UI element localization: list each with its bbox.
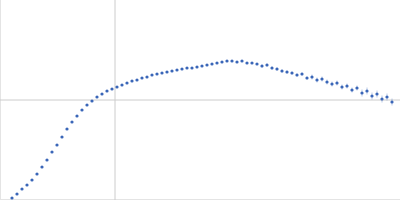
data-point	[225, 59, 228, 62]
data-point	[160, 71, 163, 74]
data-point	[75, 114, 78, 117]
data-point	[35, 172, 38, 175]
data-point	[260, 64, 263, 67]
data-point	[265, 63, 268, 66]
data-point	[300, 72, 303, 75]
data-point	[135, 78, 138, 81]
data-point	[165, 70, 168, 73]
data-point	[105, 89, 108, 92]
data-point	[25, 183, 28, 186]
data-point	[230, 59, 233, 62]
data-point	[100, 92, 103, 95]
data-point	[175, 68, 178, 71]
data-point	[330, 82, 333, 85]
data-point	[10, 196, 13, 199]
data-point	[65, 127, 68, 130]
data-point	[250, 61, 253, 64]
data-point	[235, 60, 238, 63]
data-point	[290, 71, 293, 74]
data-point	[335, 81, 338, 84]
data-point	[370, 94, 373, 97]
data-point	[170, 69, 173, 72]
data-point	[185, 66, 188, 69]
data-point	[95, 95, 98, 98]
data-point	[125, 81, 128, 84]
data-point	[390, 100, 393, 103]
data-point	[20, 187, 23, 190]
data-point	[350, 88, 353, 91]
chart	[0, 0, 400, 200]
data-point	[190, 66, 193, 69]
data-point	[145, 75, 148, 78]
data-point	[205, 63, 208, 66]
data-point	[50, 150, 53, 153]
data-point	[270, 66, 273, 69]
y-grid-line	[0, 100, 400, 101]
data-point	[15, 192, 18, 195]
data-point	[90, 99, 93, 102]
data-point	[360, 91, 363, 94]
data-point	[80, 108, 83, 111]
data-point	[220, 60, 223, 63]
data-point	[150, 73, 153, 76]
data-point	[155, 72, 158, 75]
data-point	[40, 165, 43, 168]
data-point	[180, 67, 183, 70]
data-point	[325, 80, 328, 83]
data-point	[70, 120, 73, 123]
data-point	[210, 62, 213, 65]
data-point	[60, 135, 63, 138]
data-point	[355, 86, 358, 89]
data-point	[305, 76, 308, 79]
data-point	[385, 95, 388, 98]
data-point	[55, 143, 58, 146]
data-point	[110, 87, 113, 90]
data-point	[280, 69, 283, 72]
plot-area	[10, 59, 393, 199]
data-point	[285, 70, 288, 73]
data-point	[275, 67, 278, 70]
data-point	[240, 59, 243, 62]
data-point	[215, 61, 218, 64]
data-point	[315, 78, 318, 81]
data-point	[120, 83, 123, 86]
data-point	[45, 158, 48, 161]
data-point	[255, 62, 258, 65]
data-point	[295, 73, 298, 76]
x-axis	[0, 199, 400, 200]
data-point	[195, 65, 198, 68]
data-point	[200, 64, 203, 67]
data-point	[30, 178, 33, 181]
data-point	[345, 84, 348, 87]
data-point	[140, 76, 143, 79]
data-point	[320, 77, 323, 80]
data-point	[340, 85, 343, 88]
data-point	[115, 85, 118, 88]
data-point	[245, 61, 248, 64]
data-point	[310, 75, 313, 78]
data-point	[85, 103, 88, 106]
data-point	[375, 92, 378, 95]
data-point	[365, 89, 368, 92]
data-point	[130, 79, 133, 82]
data-point	[380, 97, 383, 100]
